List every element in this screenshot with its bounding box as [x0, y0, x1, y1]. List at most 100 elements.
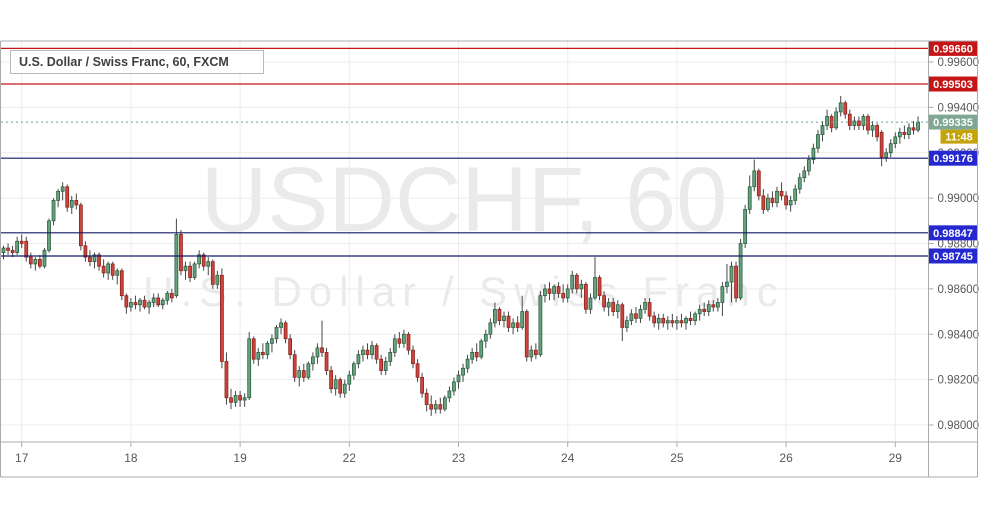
svg-text:0.99503: 0.99503: [933, 79, 973, 91]
candle: [820, 120, 825, 142]
countdown-badge: 11:48: [928, 129, 978, 144]
candle: [311, 352, 315, 371]
candle: [169, 288, 174, 303]
candle: [292, 350, 297, 382]
time-axis[interactable]: [1, 442, 929, 477]
time-axis-label: 25: [670, 451, 684, 465]
candle-body-up: [479, 340, 484, 358]
candle-body-up: [656, 317, 661, 324]
candle: [320, 320, 324, 357]
candle-body-up: [1, 247, 6, 253]
candle-body-up: [861, 116, 866, 126]
candle: [907, 123, 911, 140]
candle: [24, 236, 29, 262]
candle-body-down: [911, 127, 916, 131]
price-badge-0.98847: 0.98847: [928, 225, 978, 241]
candle-body-up: [729, 265, 734, 283]
candle-body-up: [60, 186, 65, 192]
candle-body-up: [825, 116, 829, 126]
candle-body-up: [638, 308, 643, 319]
candle-body-up: [233, 395, 238, 403]
candle: [242, 393, 247, 407]
candle-body-up: [715, 302, 720, 308]
candle: [843, 100, 848, 119]
candle: [802, 166, 807, 183]
candle: [38, 254, 42, 269]
candle-body-up: [884, 152, 889, 158]
candle: [265, 341, 270, 360]
candle-body-up: [624, 320, 629, 328]
candle-body-up: [470, 352, 475, 360]
candle: [19, 234, 24, 249]
candle-body-down: [324, 352, 329, 371]
candle: [502, 311, 506, 328]
candle: [361, 345, 365, 362]
candle: [60, 182, 65, 201]
candle-body-up: [675, 320, 679, 324]
candle: [729, 261, 734, 303]
candle: [493, 302, 497, 328]
candle: [497, 307, 502, 326]
candle-body-down: [28, 256, 33, 265]
candle: [415, 359, 420, 382]
candle-body-up: [47, 220, 51, 251]
candle-body-down: [288, 338, 293, 356]
candle: [229, 388, 233, 410]
candle-body-down: [6, 247, 10, 251]
candle-body-down: [78, 204, 83, 247]
candle: [775, 186, 779, 208]
candle: [547, 282, 552, 301]
price-axis[interactable]: [929, 41, 978, 442]
candle-body-up: [838, 102, 843, 113]
candle-body-up: [502, 315, 506, 322]
candle: [301, 363, 306, 382]
candle-body-up: [160, 299, 165, 306]
candle: [565, 284, 570, 303]
candle: [816, 130, 820, 153]
candle: [379, 354, 384, 376]
candle-body-down: [411, 349, 415, 365]
candle: [784, 191, 788, 210]
candle-body-up: [347, 374, 352, 385]
candle: [538, 291, 543, 357]
candle-body-up: [747, 186, 752, 210]
candle: [715, 297, 720, 312]
candle-body-up: [383, 361, 388, 371]
candle: [447, 386, 452, 403]
candle: [206, 257, 211, 276]
candle: [397, 331, 402, 348]
candle-body-down: [19, 240, 24, 244]
candle-body-up: [565, 288, 570, 299]
candle-body-down: [238, 395, 242, 401]
price-axis-label: 0.98000: [938, 420, 980, 432]
candle: [638, 304, 643, 323]
candle: [324, 347, 329, 376]
candle: [138, 297, 142, 312]
candle: [224, 352, 229, 405]
candle: [220, 268, 224, 369]
candle: [779, 182, 784, 201]
symbol-legend-box[interactable]: U.S. Dollar / Swiss Franc, 60, FXCM: [10, 50, 264, 74]
candle: [429, 395, 434, 416]
candle-body-up: [342, 383, 347, 394]
candle: [770, 191, 775, 208]
candle-body-up: [725, 281, 729, 287]
candle-body-down: [879, 131, 884, 158]
candle-body-up: [356, 354, 361, 365]
candle: [233, 390, 238, 407]
candle: [101, 259, 106, 278]
candle-body-down: [857, 120, 861, 126]
candle-body-down: [24, 240, 29, 258]
svg-text:0.98847: 0.98847: [933, 228, 973, 240]
candle-body-down: [110, 263, 115, 276]
candle-body-up: [297, 370, 302, 378]
candle: [511, 318, 515, 335]
candle: [420, 372, 424, 398]
candle: [829, 114, 834, 133]
candle-body-down: [556, 286, 561, 294]
candle: [593, 257, 597, 301]
time-axis-label: 24: [561, 451, 575, 465]
candle-body-down: [438, 404, 443, 410]
